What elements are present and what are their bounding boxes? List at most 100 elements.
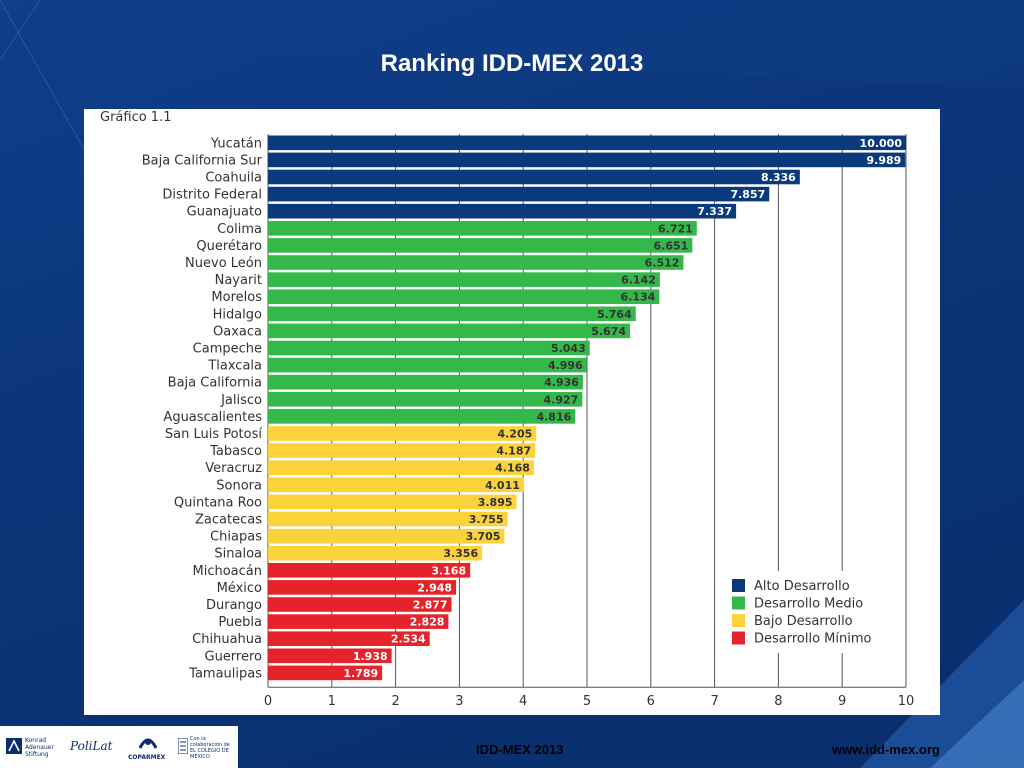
kas-logo-text: Konrad Adenauer Stiftung (25, 737, 54, 758)
bar (268, 528, 505, 544)
coparmex-logo-icon (138, 738, 158, 749)
data-label: 7.857 (730, 188, 765, 201)
data-label: 4.205 (497, 428, 532, 441)
data-label: 6.512 (645, 257, 680, 270)
category-label: México (217, 581, 262, 596)
legend-swatch (732, 614, 745, 627)
category-label: Campeche (193, 342, 262, 357)
bar (268, 306, 636, 322)
category-label: Coahuila (205, 171, 262, 186)
legend-label: Alto Desarrollo (754, 579, 850, 594)
bar (268, 614, 449, 629)
bar (268, 443, 536, 458)
category-label: Puebla (218, 615, 262, 630)
coparmex-logo-text: COPARMEX (128, 754, 166, 761)
category-label: Nayarit (215, 273, 262, 288)
x-tick-label: 7 (710, 694, 718, 709)
bar (268, 203, 737, 219)
category-label: Sonora (216, 478, 262, 493)
x-tick-label: 4 (519, 694, 527, 709)
category-label: Baja California (168, 376, 262, 391)
data-label: 1.938 (353, 650, 388, 663)
bar (268, 357, 587, 373)
bar (268, 152, 906, 168)
category-label: San Luis Potosí (165, 427, 263, 442)
x-tick-label: 1 (328, 694, 336, 709)
konrad-adenauer-logo: Konrad Adenauer Stiftung (6, 732, 58, 762)
bar (268, 238, 693, 253)
bar (268, 289, 660, 304)
x-tick-label: 0 (264, 694, 272, 709)
data-label: 2.534 (391, 633, 426, 646)
bar (268, 665, 383, 681)
bar (268, 169, 800, 185)
colmex-logo-text: Con la colaboración de EL COLEGIO DE MÉX… (190, 736, 230, 760)
x-tick-label: 6 (647, 694, 655, 709)
data-label: 3.705 (466, 530, 501, 543)
bar (268, 392, 583, 407)
category-label: Veracruz (205, 461, 262, 476)
legend-label: Desarrollo Mínimo (754, 632, 872, 647)
bar (268, 374, 583, 390)
data-label: 10.000 (860, 137, 903, 150)
category-label: Chihuahua (192, 632, 262, 647)
x-tick-label: 8 (774, 694, 782, 709)
bar (268, 477, 524, 493)
data-label: 2.828 (410, 616, 445, 629)
category-label: Chiapas (210, 530, 262, 545)
bar (268, 409, 576, 424)
data-label: 5.764 (597, 308, 632, 321)
bar (268, 323, 631, 339)
bar (268, 580, 457, 595)
legend-swatch (732, 579, 745, 592)
category-label: Aguascalientes (163, 410, 262, 425)
polilat-logo-text: PoliLat (70, 739, 113, 753)
bar (268, 426, 537, 441)
data-label: 6.721 (658, 222, 693, 235)
bar (268, 511, 508, 527)
data-label: 6.651 (654, 239, 689, 252)
colmex-logo-icon (178, 738, 188, 754)
legend-swatch (732, 631, 745, 645)
category-label: Distrito Federal (162, 188, 262, 203)
category-label: Hidalgo (213, 307, 262, 322)
coparmex-logo: COPARMEX (126, 732, 172, 762)
category-label: Querétaro (196, 239, 262, 254)
data-label: 9.989 (867, 154, 902, 167)
category-label: Tabasco (209, 444, 262, 459)
data-label: 3.755 (469, 513, 504, 526)
data-label: 5.674 (591, 325, 626, 338)
data-label: 8.336 (761, 171, 796, 184)
x-tick-label: 5 (583, 694, 591, 709)
legend-label: Desarrollo Medio (754, 597, 863, 612)
colmex-logo: Con la colaboración de EL COLEGIO DE MÉX… (178, 732, 234, 762)
data-label: 3.168 (431, 564, 466, 577)
category-label: Nuevo León (185, 256, 262, 271)
data-label: 4.936 (544, 376, 579, 389)
category-label: Zacatecas (195, 513, 262, 528)
category-label: Guerrero (205, 649, 263, 664)
bar (268, 460, 534, 475)
category-label: Jalisco (220, 393, 262, 408)
kas-logo-icon (6, 738, 22, 754)
data-label: 1.789 (343, 667, 378, 680)
footer-website-link[interactable]: www.idd-mex.org (832, 742, 940, 757)
data-label: 4.168 (495, 462, 530, 475)
category-label: Morelos (211, 290, 262, 305)
chart-figure-label: Gráfico 1.1 (100, 110, 172, 125)
category-label: Colima (217, 222, 262, 237)
x-tick-label: 10 (898, 694, 915, 709)
data-label: 2.877 (413, 599, 448, 612)
polilat-logo: PoliLat (70, 732, 120, 762)
data-label: 4.187 (496, 445, 531, 458)
data-label: 4.996 (548, 359, 583, 372)
bar (268, 545, 483, 561)
footer-logos: Konrad Adenauer Stiftung PoliLat COPARME… (0, 726, 238, 768)
x-tick-label: 2 (391, 694, 399, 709)
slide-title: Ranking IDD-MEX 2013 (380, 50, 644, 77)
bar (268, 340, 590, 356)
x-tick-label: 3 (455, 694, 463, 709)
category-label: Tamaulipas (188, 666, 262, 681)
bar (268, 563, 471, 578)
